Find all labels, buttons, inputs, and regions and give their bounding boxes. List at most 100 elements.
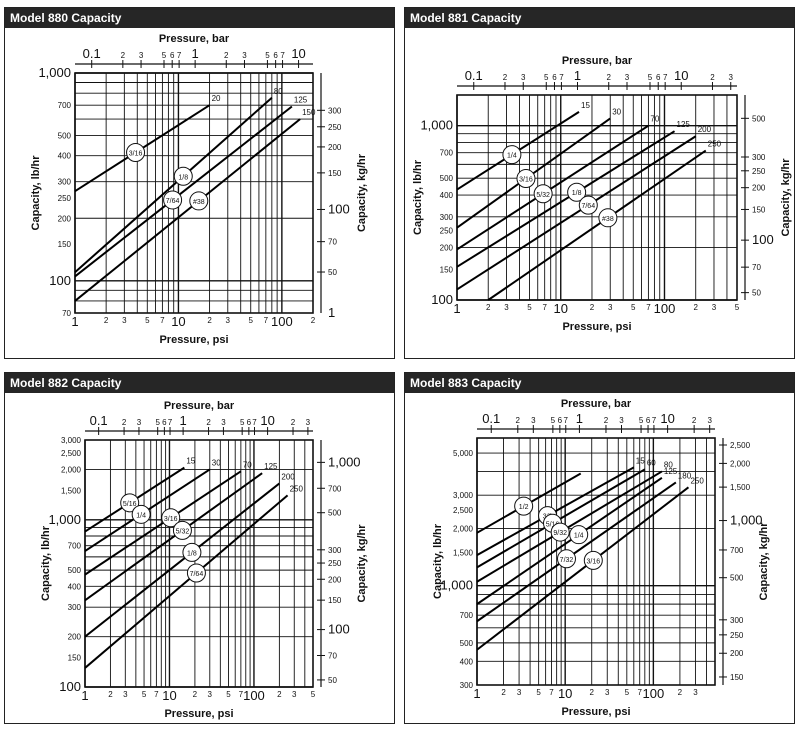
bar-tick-label: 0.1 [465,68,483,83]
kg-tick-label: 150 [730,673,744,682]
psi-tick-label: 5 [226,690,231,699]
bar-tick-label: 1 [180,413,187,428]
psi-tick-label: 1 [473,686,480,701]
lb-tick-label: 2,000 [453,525,474,534]
series-marker [126,142,146,162]
psi-tick-label: 100 [243,688,265,703]
psi-tick-label: 7 [549,688,554,697]
series-label: 3/16 [519,177,533,184]
psi-axis-title: Pressure, psi [159,334,228,346]
bar-tick-label: 5 [551,416,556,425]
psi-tick-label: 2 [678,688,683,697]
lb-tick-label: 300 [440,213,454,222]
kg-tick-label: 1 [328,305,335,320]
kg-tick-label: 300 [328,546,342,555]
psi-tick-label: 3 [517,688,522,697]
psi-tick-label: 3 [208,690,213,699]
bar-tick-label: 5 [240,418,245,427]
bar-tick-label: 3 [137,418,142,427]
series-label: 3/16 [164,516,178,523]
series-label: #38 [602,216,614,223]
line-end-label: 80 [664,460,673,469]
series-marker [120,493,140,513]
series-line [84,472,263,602]
line-end-label: 15 [186,457,195,466]
bar-tick-label: 3 [521,73,526,82]
series-marker [550,522,570,542]
psi-axis-title: Pressure, psi [164,708,233,720]
series-marker [502,145,522,165]
bar-tick-label: 6 [162,418,167,427]
bar-tick-label: 5 [162,51,167,60]
lb-tick-label: 1,000 [420,118,453,133]
bar-tick-label: 6 [273,51,278,60]
psi-tick-label: 1 [453,301,460,316]
kg-tick-label: 700 [730,546,744,555]
kg-tick-label: 250 [328,123,342,132]
bar-tick-label: 6 [656,73,661,82]
bar-tick-label: 10 [660,411,674,426]
series-marker [186,563,206,583]
psi-tick-label: 3 [122,316,127,325]
series-label: 7/32 [560,557,574,564]
psi-tick-label: 3 [504,303,509,312]
series-marker [514,496,534,516]
psi-tick-label: 5 [249,316,254,325]
lb-axis-title: Capacity, lb/hr [432,523,444,599]
line-end-label: 15 [581,101,590,110]
series-label: 1/8 [572,190,582,197]
psi-tick-label: 5 [536,688,541,697]
psi-tick-label: 2 [207,316,212,325]
kg-tick-label: 250 [752,167,766,176]
line-end-label: 125 [294,95,308,104]
series-marker [533,184,553,204]
lb-tick-label: 3,000 [453,491,474,500]
lb-tick-label: 2,500 [453,506,474,515]
bar-axis-title: Pressure, bar [561,398,632,410]
psi-tick-label: 3 [712,303,717,312]
bar-tick-label: 5 [155,418,160,427]
series-label: 5/32 [176,528,190,535]
bar-tick-label: 7 [663,73,668,82]
kg-tick-label: 200 [328,575,342,584]
lb-tick-label: 700 [68,542,82,551]
lb-axis-title: Capacity, lb/hr [412,159,424,235]
series-label: 1/4 [574,533,584,540]
psi-axis-title: Pressure, psi [561,706,630,718]
series-marker [598,208,618,228]
lb-tick-label: 400 [58,152,72,161]
bar-tick-label: 3 [139,51,144,60]
line-end-label: 80 [274,87,283,96]
bar-tick-label: 6 [170,51,175,60]
psi-tick-label: 3 [123,690,128,699]
kg-axis-title: Capacity, kg/hr [758,522,770,601]
bar-axis-title: Pressure, bar [164,400,235,412]
bar-tick-label: 6 [247,418,252,427]
series-marker [516,169,536,189]
lb-tick-label: 100 [431,292,453,307]
lb-tick-label: 150 [440,265,454,274]
bar-tick-label: 7 [168,418,173,427]
series-marker [578,195,598,215]
line-end-label: 125 [677,120,691,129]
lb-tick-label: 300 [58,178,72,187]
lb-tick-label: 1,000 [38,65,71,80]
psi-tick-label: 5 [625,688,630,697]
kg-tick-label: 50 [752,289,761,298]
series-marker [182,542,202,562]
line-end-label: 250 [690,476,704,485]
plot-frame [84,439,314,688]
bar-tick-label: 2 [710,73,715,82]
psi-tick-label: 3 [292,690,297,699]
psi-tick-label: 2 [486,303,491,312]
series-marker [567,182,587,202]
lb-tick-label: 1,000 [440,578,473,593]
psi-tick-label: 1 [81,688,88,703]
bar-tick-label: 3 [625,73,630,82]
psi-tick-label: 100 [271,314,293,329]
lb-tick-label: 2,500 [61,449,82,458]
kg-axis-title: Capacity, kg/hr [356,524,368,603]
bar-tick-label: 7 [559,73,564,82]
psi-tick-label: 5 [527,303,532,312]
series-marker [189,191,209,211]
